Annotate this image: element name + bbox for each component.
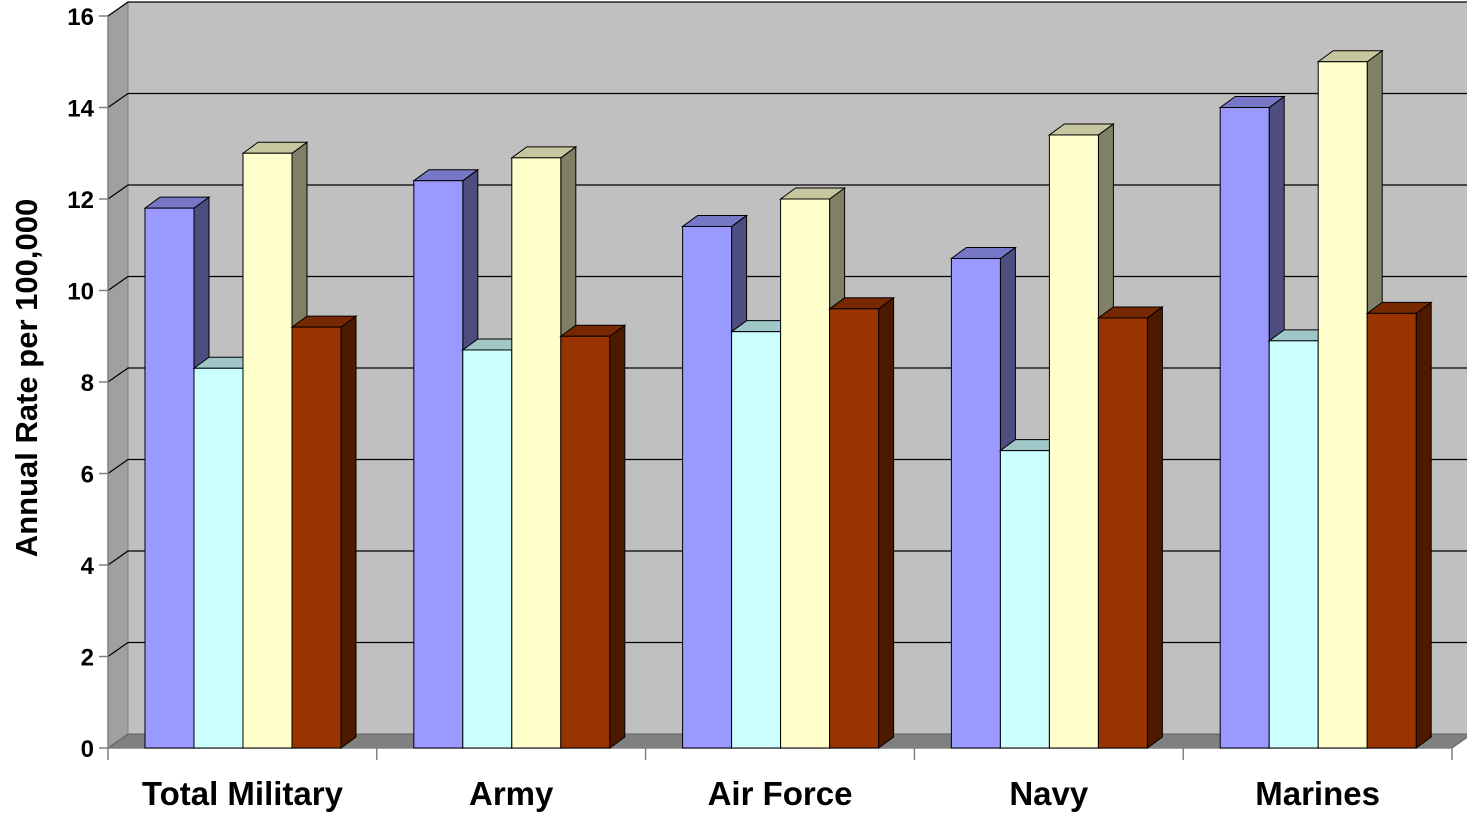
bar (290, 315, 358, 749)
bar (1365, 301, 1433, 749)
bar (828, 296, 896, 749)
y-tick-label: 6 (81, 462, 94, 489)
y-tick-label: 0 (81, 736, 94, 763)
bar-front-face (560, 335, 611, 749)
bar-front-face (1268, 340, 1319, 749)
y-tick-label: 14 (67, 96, 94, 123)
x-tick-label: Marines (1255, 775, 1380, 812)
bar-front-face (193, 367, 244, 749)
bar-front-face (1366, 312, 1417, 749)
bar-front-face (950, 257, 1001, 749)
x-tick-labels: Total Military Army Air Force Navy Marines (142, 775, 1380, 812)
y-tick-label: 12 (67, 187, 94, 214)
y-tick-label: 10 (67, 279, 94, 306)
gridlines (107, 1, 1467, 657)
bar-front-face (999, 450, 1050, 749)
x-tick-label: Air Force (708, 775, 853, 812)
bar-front-face (413, 180, 464, 749)
bar-front-face (682, 225, 733, 749)
bar-front-face (511, 157, 562, 749)
bar-front-face (144, 207, 195, 749)
gridline (107, 184, 1467, 200)
bar-side-face (1415, 301, 1432, 749)
bar-front-face (1219, 107, 1270, 749)
bar-front-face (1317, 61, 1368, 749)
bars (143, 49, 1433, 749)
bar-front-face (462, 349, 513, 749)
gridline (107, 92, 1467, 108)
y-tick-label: 16 (67, 4, 94, 31)
bar-front-face (1097, 317, 1148, 749)
bar-side-face (609, 324, 626, 749)
bar-front-face (829, 308, 880, 749)
y-axis-title: Annual Rate per 100,000 (9, 199, 44, 557)
bar (241, 141, 309, 749)
gridline (107, 1, 1467, 17)
gridline (107, 275, 1467, 291)
x-tick-label: Total Military (142, 775, 344, 812)
bar-side-face (340, 315, 357, 749)
y-tick-label: 2 (81, 645, 94, 672)
bar (559, 324, 627, 749)
bar-front-face (1048, 134, 1099, 749)
x-tick-label: Navy (1009, 775, 1089, 812)
bar (1096, 305, 1164, 749)
bar-front-face (731, 331, 782, 749)
gridline (107, 367, 1467, 383)
y-tick-labels: 0 2 4 6 8 10 12 14 16 (67, 4, 94, 763)
y-tick-label: 8 (81, 370, 94, 397)
bar-side-face (1146, 305, 1163, 749)
bar-front-face (780, 198, 831, 749)
bar-front-face (291, 326, 342, 749)
x-tick-label: Army (469, 775, 554, 812)
bar-side-face (878, 296, 895, 749)
bar-front-face (242, 152, 293, 749)
y-tick-label: 4 (81, 553, 95, 580)
